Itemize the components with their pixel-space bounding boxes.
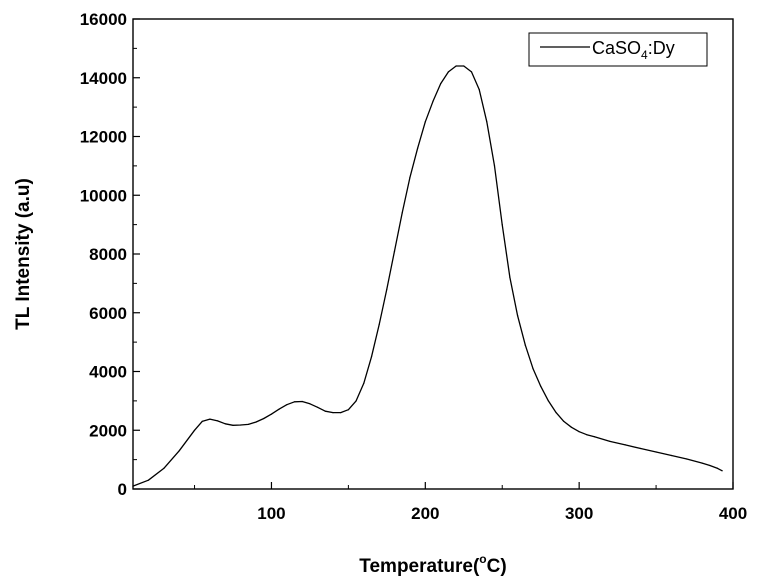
data-point	[563, 420, 565, 422]
data-point	[317, 406, 319, 408]
x-axis-title-unit: C)	[487, 556, 507, 577]
data-point	[586, 434, 588, 436]
data-point	[255, 421, 257, 423]
data-point	[517, 315, 519, 317]
x-axis-title-degree: o	[479, 552, 486, 566]
data-point	[263, 417, 265, 420]
data-point	[432, 100, 434, 102]
y-tick-label: 6000	[89, 304, 127, 323]
data-point	[609, 440, 611, 442]
legend-label: CaSO4:Dy	[592, 38, 675, 62]
data-point	[232, 424, 234, 426]
y-tick-label: 0	[118, 480, 127, 499]
data-point	[417, 147, 419, 149]
plot-area-frame	[132, 18, 734, 490]
data-point	[347, 409, 349, 411]
y-axis-title: TL Intensity (a.u)	[13, 178, 34, 330]
data-point	[363, 382, 365, 384]
data-point	[393, 250, 396, 252]
data-point	[147, 479, 149, 481]
data-point	[447, 71, 449, 73]
x-tick-label: 400	[719, 504, 747, 523]
data-point	[440, 83, 442, 85]
y-tick-label: 14000	[80, 69, 127, 88]
data-point	[278, 408, 280, 410]
data-point	[701, 462, 703, 464]
x-axis-title: Temperature(oC)	[359, 552, 506, 577]
data-point	[340, 412, 342, 414]
data-point	[209, 418, 211, 420]
data-point	[409, 177, 411, 179]
data-point	[332, 412, 334, 414]
data-point	[524, 344, 526, 346]
data-point	[578, 431, 580, 433]
x-tick-label: 100	[257, 504, 285, 523]
data-point	[386, 288, 388, 290]
data-point	[293, 401, 296, 403]
data-point	[709, 464, 711, 467]
data-point	[570, 426, 573, 428]
y-tick-label: 8000	[89, 245, 127, 264]
y-tick-label: 12000	[80, 128, 127, 147]
y-tick-label: 2000	[89, 421, 127, 440]
data-point	[193, 429, 196, 431]
data-point	[178, 450, 180, 452]
series-line	[132, 65, 723, 487]
data-point	[655, 451, 657, 453]
data-point	[424, 121, 426, 123]
data-point	[309, 403, 311, 405]
data-point	[540, 385, 542, 387]
data-point	[378, 323, 380, 326]
y-tick-label: 10000	[80, 186, 127, 205]
data-point	[721, 470, 723, 472]
data-point	[547, 400, 550, 402]
x-tick-label: 300	[565, 504, 593, 523]
data-point	[555, 412, 557, 414]
data-point	[640, 447, 642, 450]
data-point	[686, 458, 688, 460]
data-point	[532, 368, 534, 370]
data-point	[163, 467, 165, 469]
data-point	[286, 404, 288, 406]
data-point	[370, 356, 373, 358]
data-point	[455, 65, 457, 67]
data-point	[670, 454, 673, 457]
data-point	[470, 71, 473, 73]
data-point	[201, 420, 203, 422]
data-point	[486, 121, 488, 123]
data-point	[247, 423, 249, 425]
data-point	[270, 413, 273, 415]
legend-box	[528, 32, 708, 67]
data-point	[224, 423, 226, 425]
data-point	[132, 485, 134, 487]
data-point	[217, 420, 219, 422]
data-point	[478, 88, 480, 91]
data-point	[624, 444, 626, 446]
x-tick-label: 200	[411, 504, 439, 523]
data-point	[324, 410, 326, 412]
y-tick-label: 4000	[89, 363, 127, 382]
data-point	[301, 400, 303, 403]
y-tick-label: 16000	[80, 10, 127, 29]
data-point	[593, 436, 596, 438]
x-axis-title-main: Temperature(	[359, 556, 480, 577]
data-point	[501, 224, 503, 226]
data-point	[355, 400, 357, 402]
data-point	[240, 424, 242, 426]
data-point	[463, 65, 465, 67]
data-point	[717, 467, 719, 469]
data-point	[493, 165, 496, 167]
data-point	[401, 212, 403, 214]
data-point	[509, 276, 511, 279]
